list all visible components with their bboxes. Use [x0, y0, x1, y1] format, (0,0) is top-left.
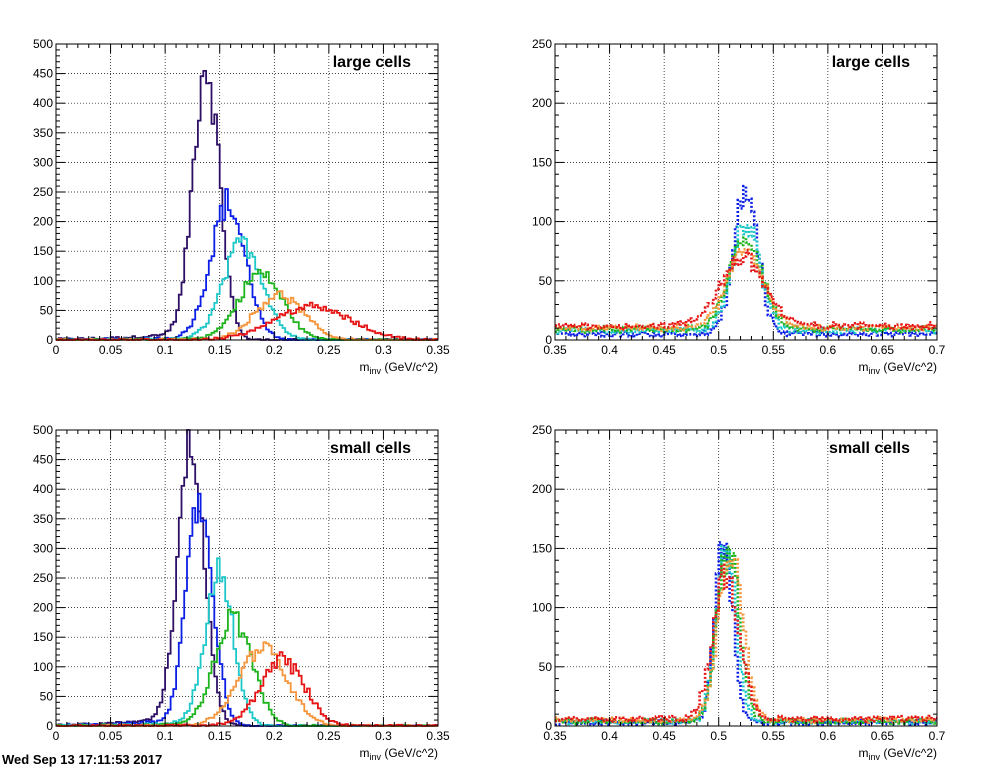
y-tick-label: 250	[33, 185, 53, 199]
y-tick-label: 350	[33, 126, 53, 140]
y-tick-label: 0	[46, 719, 53, 733]
y-tick-label: 50	[539, 274, 553, 288]
y-tick-label: 100	[532, 601, 552, 615]
x-axis-title: minv (GeV/c^2)	[859, 746, 938, 762]
x-tick-label: 0.3	[375, 343, 392, 357]
plot-frame	[554, 43, 938, 341]
y-tick-label: 450	[33, 67, 53, 81]
panel-label: large cells	[832, 54, 910, 71]
series-orange-histogram	[56, 641, 438, 727]
x-tick-label: 0.35	[543, 343, 567, 357]
x-tick-label: 0.65	[871, 343, 895, 357]
y-tick-label: 250	[33, 571, 53, 585]
x-tick-label: 0	[53, 729, 60, 743]
y-tick-label: 200	[532, 96, 552, 110]
y-tick-label: 400	[33, 482, 53, 496]
x-tick-label: 0.6	[820, 343, 837, 357]
x-tick-label: 0	[53, 343, 60, 357]
y-tick-label: 300	[33, 155, 53, 169]
x-tick-label: 0.25	[317, 729, 341, 743]
series-red-histogram	[56, 301, 438, 341]
x-tick-label: 0.2	[266, 729, 283, 743]
x-axis-title: minv (GeV/c^2)	[859, 360, 938, 376]
y-tick-label: 50	[539, 660, 553, 674]
y-tick-label: 100	[33, 274, 53, 288]
y-tick-label: 0	[46, 333, 53, 347]
x-tick-label: 0.05	[99, 343, 123, 357]
series-orange-histogram	[555, 248, 937, 333]
x-tick-label: 0.4	[601, 729, 618, 743]
x-tick-label: 0.35	[426, 729, 450, 743]
x-tick-label: 0.45	[652, 729, 676, 743]
x-tick-label: 0.6	[820, 729, 837, 743]
series-red-histogram	[555, 249, 937, 331]
footer-timestamp: Wed Sep 13 17:11:53 2017	[2, 752, 163, 767]
panel-label: small cells	[330, 440, 411, 457]
y-tick-label: 400	[33, 96, 53, 110]
series-orange-histogram	[555, 558, 937, 725]
y-tick-label: 150	[532, 541, 552, 555]
x-axis-title: minv (GeV/c^2)	[360, 360, 439, 376]
panel-4: 0.35 0.4 0.45 0.5 0.55 0.6 0.65 0.7 0 50 100 150 200…	[532, 423, 946, 762]
x-tick-label: 0.15	[208, 729, 232, 743]
y-tick-label: 250	[532, 37, 552, 51]
series-red-histogram	[555, 563, 937, 724]
x-tick-label: 0.55	[762, 343, 786, 357]
series-cyan-histogram	[555, 224, 937, 335]
x-tick-label: 0.7	[929, 729, 946, 743]
y-tick-label: 500	[33, 423, 53, 437]
x-tick-label: 0.5	[710, 729, 727, 743]
y-tick-label: 150	[532, 155, 552, 169]
y-tick-label: 150	[33, 630, 53, 644]
panel-3: 0 0.05 0.1 0.15 0.2 0.25 0.3 0.35 0 50 100 150 200 25…	[33, 423, 450, 762]
panel-2: 0.35 0.4 0.45 0.5 0.55 0.6 0.65 0.7 0 50 100 150 200…	[532, 37, 946, 376]
x-tick-label: 0.05	[99, 729, 123, 743]
y-tick-label: 450	[33, 453, 53, 467]
y-tick-label: 500	[33, 37, 53, 51]
y-tick-label: 50	[40, 303, 54, 317]
panel-1: 0 0.05 0.1 0.15 0.2 0.25 0.3 0.35 0 50 100 150 200 25…	[33, 37, 450, 376]
plot-frame	[554, 429, 938, 727]
x-tick-label: 0.4	[601, 343, 618, 357]
y-tick-label: 300	[33, 541, 53, 555]
series-blue-histogram	[56, 492, 438, 727]
series-purple-histogram	[56, 70, 438, 341]
y-tick-label: 0	[545, 719, 552, 733]
y-tick-label: 50	[40, 689, 54, 703]
x-tick-label: 0.7	[929, 343, 946, 357]
series-blue-histogram	[555, 184, 937, 338]
y-tick-label: 250	[532, 423, 552, 437]
x-tick-label: 0.35	[543, 729, 567, 743]
x-tick-label: 0.2	[266, 343, 283, 357]
series-blue-histogram	[56, 188, 438, 341]
y-tick-label: 200	[33, 215, 53, 229]
panel-label: small cells	[829, 440, 910, 457]
series-blue-histogram	[555, 541, 937, 727]
x-tick-label: 0.55	[762, 729, 786, 743]
y-tick-label: 350	[33, 512, 53, 526]
y-tick-label: 200	[33, 601, 53, 615]
x-tick-label: 0.1	[157, 729, 174, 743]
series-green-histogram	[56, 269, 438, 341]
y-tick-label: 200	[532, 482, 552, 496]
panel-label: large cells	[333, 54, 411, 71]
x-tick-label: 0.45	[652, 343, 676, 357]
x-tick-label: 0.65	[871, 729, 895, 743]
x-tick-label: 0.35	[426, 343, 450, 357]
y-tick-label: 150	[33, 244, 53, 258]
x-tick-label: 0.15	[208, 343, 232, 357]
x-tick-label: 0.25	[317, 343, 341, 357]
x-axis-title: minv (GeV/c^2)	[360, 746, 439, 762]
x-tick-label: 0.1	[157, 343, 174, 357]
x-tick-label: 0.5	[710, 343, 727, 357]
y-tick-label: 100	[532, 215, 552, 229]
y-tick-label: 0	[545, 333, 552, 347]
x-tick-label: 0.3	[375, 729, 392, 743]
series-green-histogram	[555, 236, 937, 334]
y-tick-label: 100	[33, 660, 53, 674]
